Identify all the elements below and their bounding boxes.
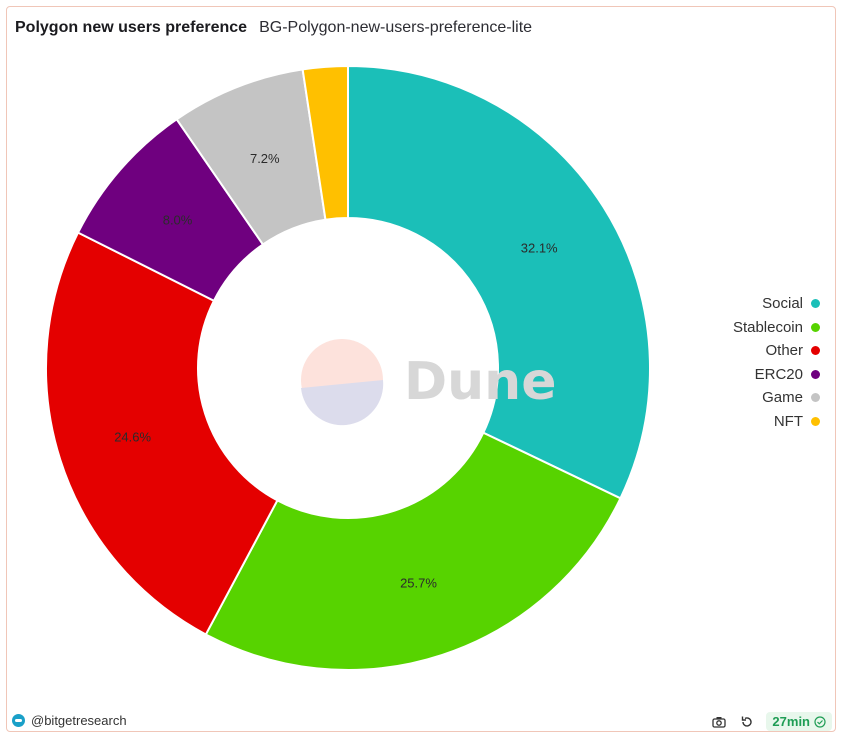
dune-logo-shade xyxy=(301,380,384,426)
legend-swatch xyxy=(811,346,820,356)
legend-label: Other xyxy=(765,342,803,360)
author-name: @bitgetresearch xyxy=(31,713,127,728)
avatar xyxy=(12,714,25,727)
slice-label-erc20: 8.0% xyxy=(163,213,193,228)
legend-item-nft[interactable]: NFT xyxy=(670,410,820,434)
legend-label: Stablecoin xyxy=(732,318,803,336)
slice-label-other: 24.6% xyxy=(114,429,151,444)
slice-label-game: 7.2% xyxy=(250,151,280,166)
chart-title: Polygon new users preference xyxy=(15,19,248,36)
legend-swatch xyxy=(811,299,820,309)
legend-item-stablecoin[interactable]: Stablecoin xyxy=(670,316,820,340)
refresh-age-badge[interactable]: 27min xyxy=(766,712,832,731)
legend-label: ERC20 xyxy=(754,365,803,383)
check-circle-icon xyxy=(814,715,826,728)
legend-label: Social xyxy=(762,295,803,313)
legend-item-erc20[interactable]: ERC20 xyxy=(670,363,820,387)
refresh-age: 27min xyxy=(772,714,810,729)
author-link[interactable]: @bitgetresearch xyxy=(12,713,127,728)
chart-subtitle: BG-Polygon-new-users-preference-lite xyxy=(259,19,533,36)
legend-swatch xyxy=(811,393,820,403)
legend-swatch xyxy=(811,322,820,332)
legend-item-game[interactable]: Game xyxy=(670,386,820,410)
camera-icon[interactable] xyxy=(710,713,728,731)
dune-watermark: Dune xyxy=(301,339,556,426)
slice-nft[interactable] xyxy=(301,64,349,221)
chart-legend: Social Stablecoin Other ERC20 Game NFT xyxy=(670,292,820,433)
slice-other[interactable] xyxy=(45,231,279,636)
slice-label-social: 32.1% xyxy=(521,241,558,256)
legend-label: NFT xyxy=(773,412,803,430)
slice-stablecoin[interactable] xyxy=(204,431,622,671)
slice-label-stablecoin: 25.7% xyxy=(400,576,437,591)
legend-item-other[interactable]: Other xyxy=(670,339,820,363)
chart-header: Polygon new users preference BG-Polygon-… xyxy=(15,19,532,37)
legend-swatch xyxy=(811,369,820,379)
slices xyxy=(45,64,651,671)
legend-swatch xyxy=(811,416,820,426)
footer-actions: 27min xyxy=(710,712,832,731)
refresh-icon[interactable] xyxy=(738,713,756,731)
dune-watermark-text: Dune xyxy=(404,352,556,412)
slice-social[interactable] xyxy=(347,64,651,500)
legend-label: Game xyxy=(762,389,803,407)
slice-labels: 32.1% 25.7% 24.6% 8.0% 7.2% xyxy=(114,151,558,591)
legend-item-social[interactable]: Social xyxy=(670,292,820,316)
